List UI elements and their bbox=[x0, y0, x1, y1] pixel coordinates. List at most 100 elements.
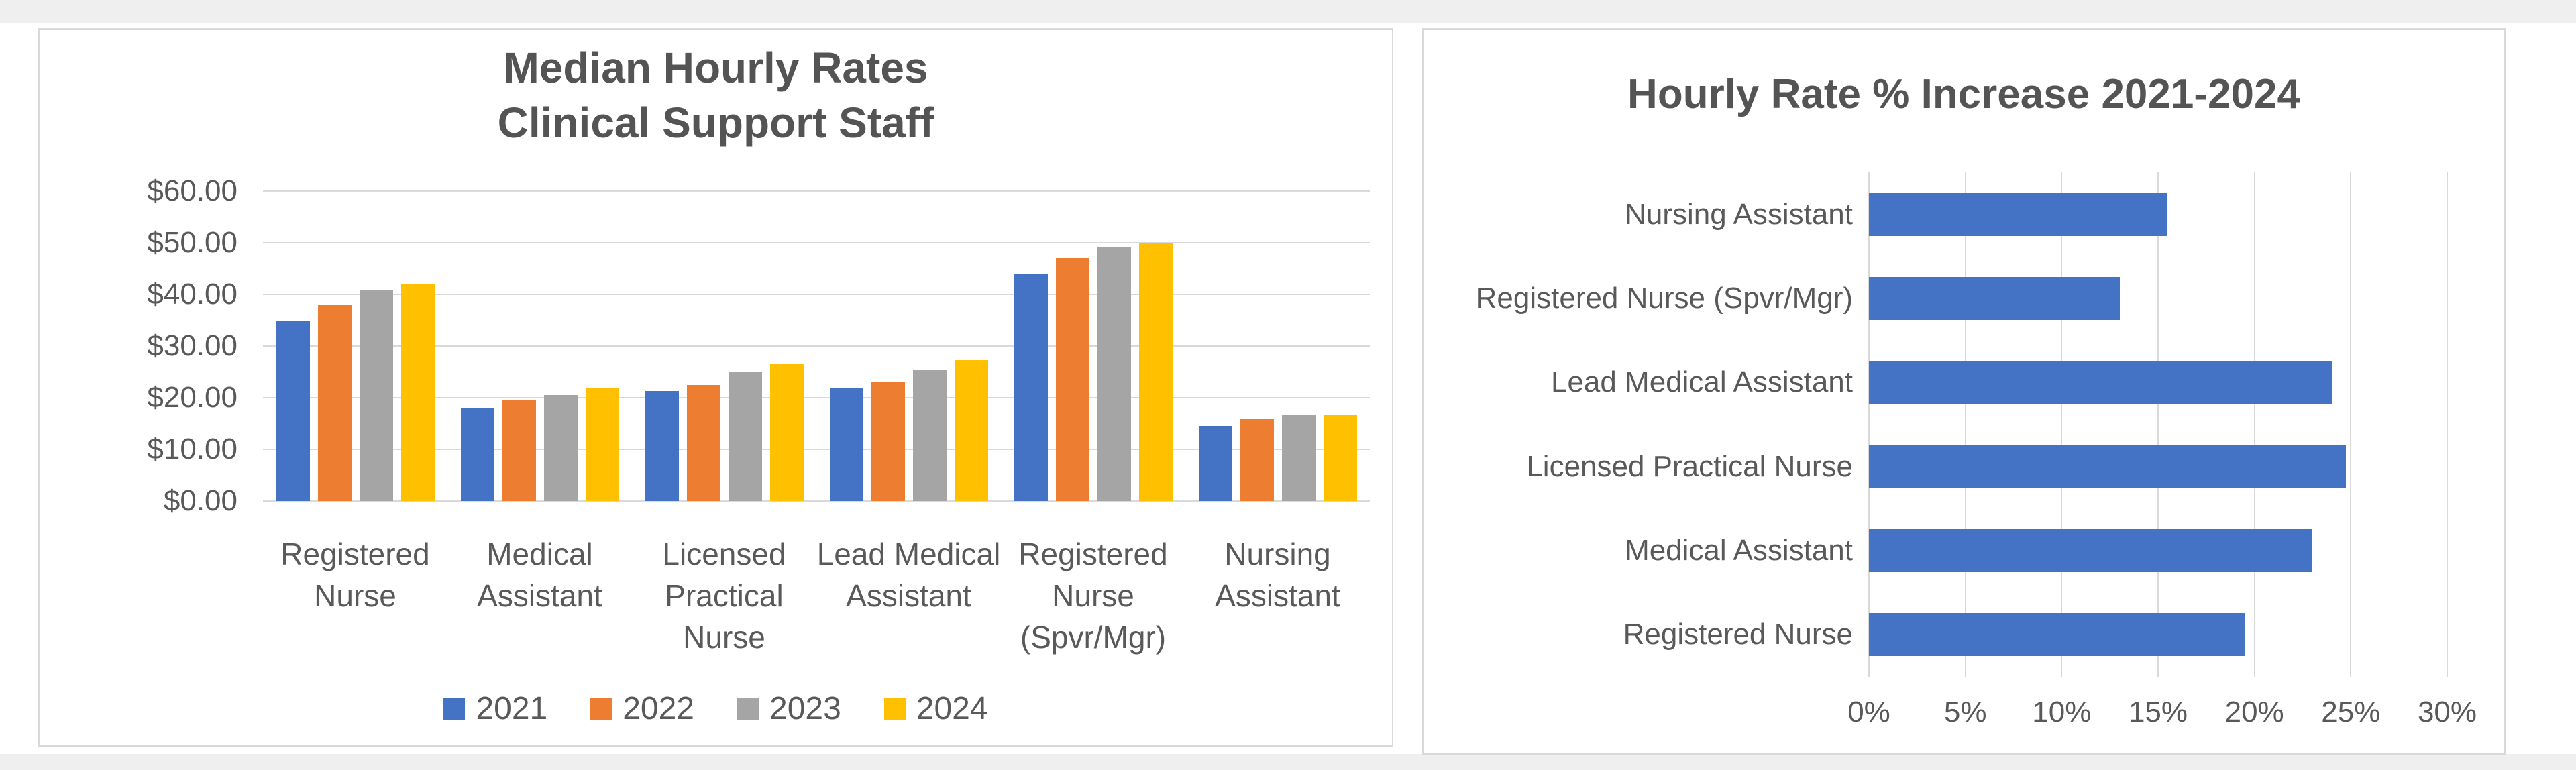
bar-registered-nurse-spvr-mgr- bbox=[1869, 277, 2120, 320]
legend-item-2022: 2022 bbox=[590, 690, 694, 727]
bar-group bbox=[816, 191, 1001, 501]
gridline bbox=[263, 397, 1370, 398]
gridline bbox=[2157, 172, 2159, 677]
category-label-line: Registered bbox=[280, 537, 430, 571]
x-axis-tick-label: 20% bbox=[2224, 696, 2284, 728]
legend-label: 2021 bbox=[476, 691, 548, 726]
bar-2022 bbox=[1055, 258, 1089, 501]
category-label: Registered Nurse (Spvr/Mgr) bbox=[1475, 282, 1853, 315]
legend-swatch-2023 bbox=[737, 698, 759, 720]
bar-lead-medical-assistant bbox=[1869, 361, 2332, 404]
legend-item-2024: 2024 bbox=[883, 690, 988, 727]
y-axis-tick-label: $50.00 bbox=[147, 226, 237, 259]
y-axis-tick-label: $40.00 bbox=[147, 278, 237, 311]
bar-nursing-assistant bbox=[1869, 192, 2168, 236]
category-label: Lead Medical Assistant bbox=[816, 533, 1001, 616]
bar-2021 bbox=[1198, 426, 1232, 501]
category-label-line: Registered bbox=[1018, 537, 1168, 571]
category-label: Nursing Assistant bbox=[1185, 533, 1370, 616]
category-label: Lead Medical Assistant bbox=[1550, 366, 1853, 399]
left-chart-legend: 2021 2022 2023 2024 bbox=[40, 690, 1392, 727]
legend-label: 2023 bbox=[769, 691, 841, 726]
category-label-line: (Spvr/Mgr) bbox=[1020, 620, 1167, 655]
legend-item-2021: 2021 bbox=[443, 690, 547, 727]
category-label: Registered Nurse bbox=[1623, 618, 1853, 651]
bar-2022 bbox=[317, 305, 352, 501]
gridline bbox=[1964, 172, 1966, 677]
category-label-line: Licensed bbox=[662, 537, 786, 571]
category-label: Registered Nurse bbox=[263, 533, 447, 616]
left-chart-plot-area bbox=[263, 190, 1370, 502]
bar-2021 bbox=[460, 408, 494, 501]
gridline bbox=[2061, 172, 2063, 677]
category-label-line: Assistant bbox=[477, 578, 602, 613]
bar-2024 bbox=[1138, 243, 1173, 501]
legend-label: 2024 bbox=[916, 691, 988, 726]
bar-2024 bbox=[400, 284, 435, 501]
bar-group bbox=[263, 191, 447, 501]
category-label: Medical Assistant bbox=[447, 533, 632, 616]
bar-registered-nurse bbox=[1869, 613, 2245, 657]
bar-2022 bbox=[686, 384, 720, 501]
left-chart-title-line-2: Clinical Support Staff bbox=[497, 99, 934, 147]
bar-2021 bbox=[829, 387, 863, 501]
y-axis-tick-label: $60.00 bbox=[147, 174, 237, 207]
bar-2022 bbox=[871, 382, 905, 501]
bar-2023 bbox=[728, 372, 762, 501]
y-axis-tick-label: $30.00 bbox=[147, 329, 237, 362]
category-label: Medical Assistant bbox=[1625, 534, 1853, 567]
bar-group bbox=[447, 191, 632, 501]
category-label-line: Medical bbox=[486, 537, 593, 571]
gridline bbox=[2350, 172, 2352, 677]
category-label-line: Assistant bbox=[1215, 578, 1340, 613]
bar-2022 bbox=[502, 400, 536, 501]
gridline bbox=[263, 242, 1370, 243]
legend-swatch-2022 bbox=[590, 698, 612, 720]
y-axis-tick-label: $0.00 bbox=[163, 484, 237, 517]
category-label-line: Practical bbox=[665, 578, 784, 613]
x-axis-tick-label: 30% bbox=[2417, 696, 2477, 728]
bar-licensed-practical-nurse bbox=[1869, 445, 2347, 488]
x-axis-tick-label: 15% bbox=[2128, 696, 2188, 728]
legend-swatch-2021 bbox=[443, 698, 466, 720]
median-hourly-rates-chart-panel: Median Hourly Rates Clinical Support Sta… bbox=[38, 28, 1393, 747]
bar-group bbox=[1185, 191, 1370, 501]
bar-group bbox=[1001, 191, 1185, 501]
x-axis-tick-label: 0% bbox=[1847, 696, 1890, 728]
gridline bbox=[263, 294, 1370, 295]
gridline bbox=[2253, 172, 2255, 677]
gridline bbox=[2447, 172, 2448, 677]
category-label-line: Assistant bbox=[846, 578, 971, 613]
bar-2021 bbox=[645, 391, 679, 501]
right-chart-title: Hourly Rate % Increase 2021-2024 bbox=[1627, 71, 2300, 117]
window-top-edge bbox=[0, 0, 2576, 23]
category-label: Licensed Practical Nurse bbox=[1526, 449, 1853, 483]
gridline bbox=[263, 345, 1370, 347]
bar-2023 bbox=[1281, 415, 1316, 501]
gridline bbox=[263, 449, 1370, 450]
legend-item-2023: 2023 bbox=[737, 690, 841, 727]
bar-2021 bbox=[276, 320, 310, 501]
y-axis-tick-label: $10.00 bbox=[147, 433, 237, 465]
x-axis-tick-label: 5% bbox=[1943, 696, 1987, 728]
category-label-line: Nursing bbox=[1224, 537, 1331, 571]
y-axis-tick-label: $20.00 bbox=[147, 381, 237, 414]
bar-2024 bbox=[1323, 415, 1357, 501]
category-label: Licensed Practical Nurse bbox=[632, 533, 816, 658]
bar-2024 bbox=[954, 360, 988, 501]
gridline bbox=[1868, 172, 1870, 677]
x-axis-tick-label: 25% bbox=[2321, 696, 2381, 728]
bar-group bbox=[632, 191, 816, 501]
bar-medical-assistant bbox=[1869, 529, 2312, 572]
category-label-line: Nurse bbox=[683, 620, 765, 655]
gridline bbox=[263, 500, 1370, 502]
bar-2024 bbox=[769, 364, 804, 501]
left-chart-title: Median Hourly Rates Clinical Support Sta… bbox=[40, 40, 1392, 150]
category-label: Nursing Assistant bbox=[1625, 197, 1853, 231]
x-axis-tick-label: 10% bbox=[2032, 696, 2092, 728]
legend-swatch-2024 bbox=[883, 698, 906, 720]
left-chart-title-line-1: Median Hourly Rates bbox=[503, 44, 928, 92]
window-bottom-edge bbox=[0, 754, 2576, 770]
bar-2023 bbox=[1097, 246, 1131, 501]
